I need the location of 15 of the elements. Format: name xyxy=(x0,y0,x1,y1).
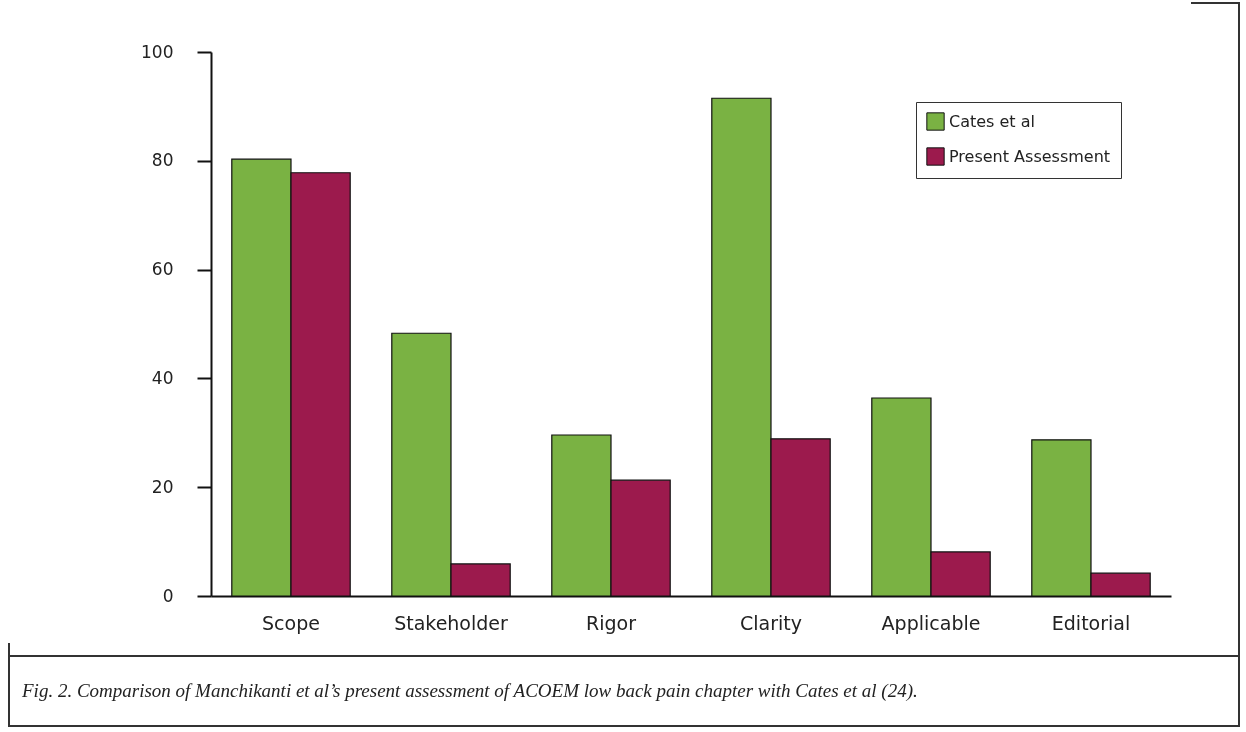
x-tick-label: Clarity xyxy=(740,611,802,634)
legend-label: Cates et al xyxy=(949,111,1035,131)
x-tick-label: Stakeholder xyxy=(394,611,509,634)
y-tick-label: 0 xyxy=(162,585,174,606)
legend-label: Present Assessment xyxy=(949,146,1111,166)
y-tick-label: 60 xyxy=(151,259,174,280)
x-tick-label: Rigor xyxy=(586,611,637,634)
y-tick-label: 40 xyxy=(151,367,174,388)
caption: Fig. 2. Comparison of Manchikanti et al’s present assessment of ACOEM low back pain chapter with Cates et al (24). xyxy=(22,680,918,702)
y-tick-label: 80 xyxy=(151,150,174,171)
x-tick-label: Applicable xyxy=(881,611,981,634)
y-tick-label: 100 xyxy=(141,41,174,62)
x-tick-label: Editorial xyxy=(1051,611,1131,634)
x-tick-label: Scope xyxy=(262,611,320,634)
y-tick-label: 20 xyxy=(151,476,174,497)
